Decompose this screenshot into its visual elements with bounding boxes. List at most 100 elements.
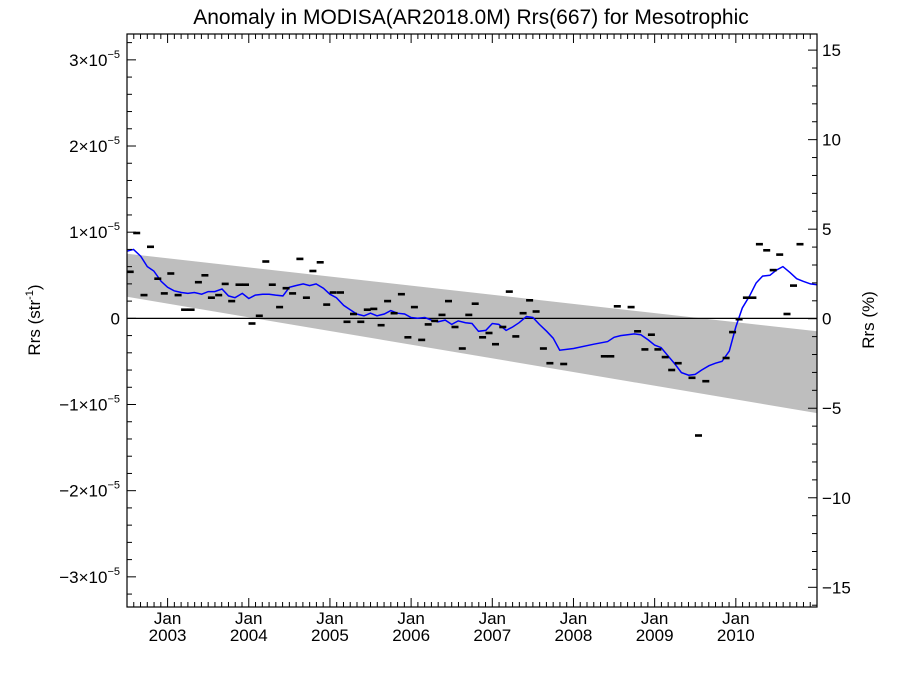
y-left-tick-exponent: −5 — [107, 480, 120, 492]
x-tick-month-label: Jan — [397, 609, 424, 628]
y-left-tick-label: −1×10−5 — [59, 394, 120, 415]
data-point-marker — [390, 311, 398, 315]
data-point-marker — [384, 299, 392, 303]
data-point-marker — [790, 284, 797, 287]
data-point-marker — [783, 312, 791, 316]
y-left-tick-label: 3×10−5 — [69, 49, 120, 70]
data-point-marker — [262, 260, 270, 263]
data-point-marker — [492, 342, 499, 346]
data-point-marker — [641, 348, 649, 351]
data-point-marker — [370, 307, 378, 311]
data-point-marker — [207, 296, 215, 299]
data-point-marker — [282, 286, 290, 290]
data-point-marker — [431, 319, 439, 323]
data-point-marker — [742, 296, 750, 299]
data-point-marker — [499, 325, 507, 329]
monthly-markers-layer — [127, 231, 804, 437]
data-point-marker — [627, 305, 635, 309]
data-point-marker — [763, 249, 771, 252]
data-point-marker — [235, 283, 243, 286]
y-right-tick-label: 10 — [822, 131, 841, 150]
x-tick-month-label: Jan — [154, 609, 181, 628]
data-point-marker — [404, 336, 412, 339]
x-tick-month-label: Jan — [235, 609, 262, 628]
data-point-marker — [357, 320, 365, 324]
data-point-marker — [505, 290, 513, 293]
data-point-marker — [674, 361, 682, 365]
x-tick-year-label: 2005 — [311, 626, 349, 645]
data-point-marker — [634, 330, 642, 333]
x-tick-year-label: 2010 — [717, 626, 755, 645]
data-point-marker — [647, 333, 655, 336]
data-point-marker — [451, 325, 459, 329]
data-point-marker — [242, 283, 249, 286]
data-point-marker — [309, 269, 317, 273]
x-tick-month-label: Jan — [560, 609, 587, 628]
data-point-marker — [465, 313, 473, 317]
x-tick-month-label: Jan — [316, 609, 343, 628]
y-left-tick-exponent: −5 — [107, 221, 120, 233]
y-axis-left-label: Rrs (str-1) — [24, 284, 44, 355]
x-axis: Jan2003Jan2004Jan2005Jan2006Jan2007Jan20… — [126, 34, 811, 645]
data-point-marker — [512, 335, 520, 338]
y-right-tick-label: 5 — [822, 220, 831, 239]
data-point-marker — [397, 292, 405, 296]
data-point-marker — [668, 368, 676, 372]
data-point-marker — [296, 257, 304, 261]
data-point-marker — [735, 317, 743, 321]
data-point-marker — [702, 379, 710, 383]
y-right-tick-label: −15 — [822, 578, 851, 597]
y-left-tick-mantissa: 3×10 — [69, 51, 107, 70]
x-tick-year-label: 2009 — [636, 626, 674, 645]
data-point-marker — [661, 355, 669, 359]
y-left-tick-mantissa: −1×10 — [59, 396, 107, 415]
data-point-marker — [181, 308, 189, 311]
y-right-tick-label: 0 — [822, 310, 831, 329]
y-axis-left-label-exponent: -1 — [24, 290, 36, 300]
anomaly-line-layer — [127, 248, 817, 376]
data-point-marker — [187, 308, 195, 311]
y-left-tick-label: 2×10−5 — [69, 135, 120, 156]
y-left-tick-exponent: −5 — [107, 135, 120, 147]
data-point-marker — [133, 231, 141, 235]
y-left-tick-label: −3×10−5 — [59, 566, 120, 587]
x-tick-month-label: Jan — [641, 609, 668, 628]
y-left-tick-mantissa: 2×10 — [69, 137, 107, 156]
data-point-marker — [329, 291, 337, 294]
y-axis-right-label: Rrs (%) — [859, 291, 878, 349]
y-left-tick-exponent: −5 — [107, 566, 120, 578]
data-point-marker — [140, 293, 148, 297]
data-point-marker — [688, 376, 696, 380]
data-point-marker — [154, 277, 162, 280]
data-point-marker — [316, 261, 324, 264]
data-point-marker — [343, 320, 351, 324]
data-point-marker — [769, 268, 777, 272]
anomaly-line — [127, 248, 817, 376]
trend-band — [127, 253, 817, 414]
data-point-marker — [127, 270, 134, 274]
data-point-marker — [729, 330, 737, 334]
y-left-tick-mantissa: −3×10 — [59, 568, 107, 587]
data-point-marker — [350, 312, 357, 316]
data-point-marker — [174, 293, 182, 297]
data-point-marker — [255, 314, 263, 318]
y-left-tick-label: 0 — [111, 309, 120, 328]
data-point-marker — [215, 293, 223, 297]
y-right-tick-label: −10 — [822, 489, 851, 508]
data-point-marker — [722, 356, 730, 360]
data-point-marker — [194, 280, 202, 284]
data-point-marker — [167, 272, 175, 275]
data-point-marker — [438, 313, 446, 317]
chart-title: Anomaly in MODISA(AR2018.0M) Rrs(667) fo… — [193, 6, 749, 29]
data-point-marker — [471, 302, 479, 305]
y-left-tick-mantissa: 1×10 — [69, 223, 107, 242]
data-point-marker — [147, 245, 154, 249]
data-point-marker — [276, 305, 284, 309]
data-point-marker — [485, 331, 493, 335]
data-point-marker — [201, 274, 209, 277]
data-point-marker — [418, 338, 426, 342]
data-point-marker — [776, 253, 784, 256]
x-tick-month-label: Jan — [722, 609, 749, 628]
x-tick-year-label: 2003 — [149, 626, 187, 645]
